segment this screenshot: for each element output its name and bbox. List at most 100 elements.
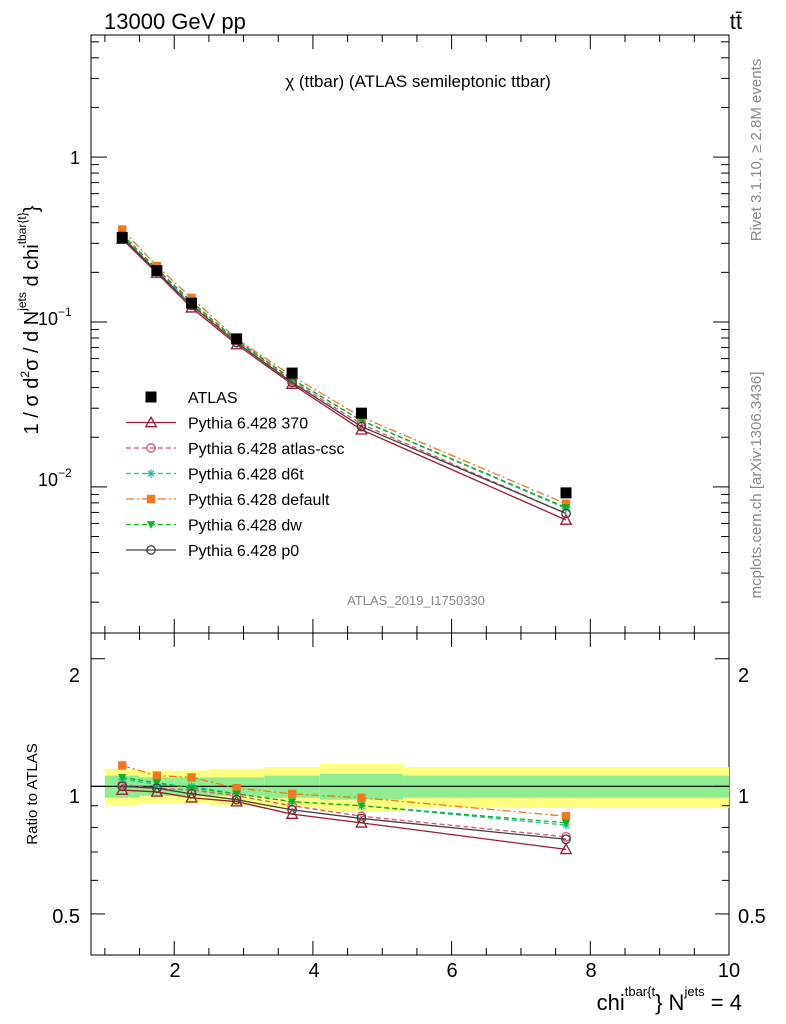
data-point-atlas bbox=[151, 265, 163, 277]
svg-text:−1: −1 bbox=[58, 305, 72, 319]
xtick-label-10: 10 bbox=[718, 960, 740, 982]
svg-text:1 / σ d2σ / d Njets d chitbar{: 1 / σ d2σ / d Njets d chitbar{t}} bbox=[15, 205, 43, 434]
plot-title: χ (ttbar) (ATLAS semileptonic ttbar) bbox=[285, 72, 551, 91]
ratio-point-pythia-6-428-default bbox=[287, 789, 297, 799]
ratio-point-pythia-6-428-default bbox=[561, 812, 571, 821]
svg-text:−2: −2 bbox=[58, 466, 72, 480]
legend-marker bbox=[146, 443, 156, 453]
main-panel-frame bbox=[90, 34, 730, 634]
ratio-point-pythia-6-428-p0 bbox=[356, 813, 367, 824]
ratio-point-pythia-6-428-default bbox=[152, 771, 162, 780]
legend: ATLAS Pythia 6.428 370 Pythia 6.428 atlas-… bbox=[126, 390, 345, 560]
ratio-point-pythia-6-428-dw bbox=[152, 779, 162, 787]
site-label: mcplots.cern.ch [arXiv:1306.3436] bbox=[748, 372, 765, 599]
data-point-pythia-6-428-dw bbox=[357, 417, 366, 425]
ratio-point-pythia-6-428-p0 bbox=[152, 783, 162, 794]
ratio-ytick-left-1: 1 bbox=[69, 786, 80, 808]
legend-marker bbox=[146, 494, 156, 504]
xtick-label-8: 8 bbox=[585, 960, 596, 982]
main-ylabel: 1 / σ d2σ / d Njets d chitbar{t}} bbox=[15, 205, 43, 434]
legend-entry-pythia-6-428-default: Pythia 6.428 default bbox=[126, 492, 330, 509]
svg-text:10: 10 bbox=[38, 470, 58, 490]
legend-entry-pythia-6-428-d6t: Pythia 6.428 d6t bbox=[126, 467, 304, 484]
legend-marker bbox=[146, 545, 156, 555]
data-point-pythia-6-428-default bbox=[561, 499, 571, 508]
ratio-point-pythia-6-428-370 bbox=[559, 842, 573, 855]
ratio-axis-ticks bbox=[91, 633, 730, 956]
legend-marker bbox=[144, 415, 158, 428]
ratio-point-pythia-6-428-p0 bbox=[287, 805, 297, 815]
legend-label: Pythia 6.428 p0 bbox=[188, 543, 299, 560]
data-point-atlas bbox=[355, 407, 367, 419]
ratio-point-pythia-6-428-370 bbox=[230, 795, 243, 807]
ratio-point-pythia-6-428-dw bbox=[187, 784, 196, 793]
ratio-point-pythia-6-428-dw bbox=[357, 802, 366, 810]
legend-label: Pythia 6.428 dw bbox=[188, 518, 302, 535]
ytick-label-0p1: 10 −1 bbox=[38, 305, 72, 329]
xtick-label-6: 6 bbox=[446, 960, 457, 982]
ratio-ytick-left-2: 2 bbox=[69, 665, 80, 687]
rivet-label-group: Rivet 3.1.10, ≥ 2.8M events bbox=[748, 59, 765, 242]
energy-label: 13000 GeV pp bbox=[104, 9, 246, 34]
ratio-point-pythia-6-428-dw bbox=[118, 773, 127, 782]
ratio-point-pythia-6-428-p0 bbox=[561, 834, 571, 845]
xtick-label-2: 2 bbox=[169, 960, 180, 982]
legend-label: Pythia 6.428 d6t bbox=[188, 467, 304, 484]
main-axis-ticks bbox=[91, 35, 730, 633]
data-point-atlas bbox=[286, 367, 298, 379]
data-point-pythia-6-428-p0 bbox=[561, 508, 571, 519]
xaxis-label: chitbar{t} Njets = 4 bbox=[597, 984, 742, 1015]
data-point-pythia-6-428-p0 bbox=[356, 421, 367, 432]
analysis-id: ATLAS_2019_I1750330 bbox=[347, 593, 485, 608]
svg-text:chitbar{t} Njets = 4: chitbar{t} Njets = 4 bbox=[597, 984, 742, 1015]
ratio-data-layer bbox=[115, 761, 573, 855]
ratio-ytick-left-0p5: 0.5 bbox=[52, 906, 80, 928]
ratio-point-pythia-6-428-default bbox=[187, 773, 196, 782]
ratio-point-pythia-6-428-dw bbox=[232, 790, 241, 799]
ratio-point-pythia-6-428-atlas-csc bbox=[561, 831, 571, 842]
ratio-point-pythia-6-428-p0 bbox=[186, 788, 197, 799]
data-point-atlas bbox=[231, 333, 243, 345]
ratio-point-pythia-6-428-p0 bbox=[231, 794, 242, 805]
ratio-point-pythia-6-428-default bbox=[357, 793, 366, 802]
data-point-pythia-6-428-370 bbox=[355, 423, 368, 435]
legend-marker bbox=[146, 469, 156, 478]
data-point-atlas bbox=[116, 232, 128, 244]
ytick-label-0p01: 10 −2 bbox=[38, 466, 72, 490]
ratio-ytick-right-1: 1 bbox=[738, 786, 749, 808]
ytick-label-1: 1 bbox=[70, 148, 80, 168]
process-label: tt̄ bbox=[730, 9, 742, 34]
ratio-ylabel-group: Ratio to ATLAS bbox=[24, 743, 41, 844]
legend-marker bbox=[146, 521, 156, 529]
ratio-uncertainty-bands bbox=[91, 763, 729, 812]
legend-label: Pythia 6.428 atlas-csc bbox=[188, 441, 345, 458]
ratio-line-pythia-6-428-p0 bbox=[122, 785, 567, 840]
svg-text:10: 10 bbox=[38, 309, 58, 329]
ratio-point-pythia-6-428-default bbox=[118, 761, 127, 770]
series-line-pythia-6-428-default bbox=[121, 229, 567, 505]
xtick-label-4: 4 bbox=[308, 960, 319, 982]
ratio-point-pythia-6-428-p0 bbox=[117, 781, 128, 792]
data-point-pythia-6-428-370 bbox=[559, 513, 573, 525]
ratio-point-pythia-6-428-default bbox=[232, 783, 241, 793]
legend-entry-pythia-6-428-370: Pythia 6.428 370 bbox=[126, 416, 308, 433]
legend-marker bbox=[145, 391, 157, 403]
legend-entry-pythia-6-428-dw: Pythia 6.428 dw bbox=[126, 518, 302, 535]
site-label-group: mcplots.cern.ch [arXiv:1306.3436] bbox=[748, 372, 765, 599]
ratio-point-pythia-6-428-dw bbox=[561, 819, 571, 828]
main-data-layer bbox=[115, 225, 573, 525]
data-point-atlas bbox=[186, 297, 198, 309]
data-point-pythia-6-428-dw bbox=[561, 504, 571, 512]
legend-entry-atlas: ATLAS bbox=[145, 390, 238, 407]
ratio-ylabel: Ratio to ATLAS bbox=[24, 743, 41, 844]
data-point-atlas bbox=[560, 487, 572, 499]
ratio-ytick-right-0p5: 0.5 bbox=[738, 906, 766, 928]
data-point-pythia-6-428-default bbox=[118, 225, 127, 234]
legend-entry-pythia-6-428-p0: Pythia 6.428 p0 bbox=[126, 543, 299, 560]
legend-label: Pythia 6.428 default bbox=[188, 492, 330, 509]
legend-label: ATLAS bbox=[188, 390, 238, 407]
legend-entry-pythia-6-428-atlas-csc: Pythia 6.428 atlas-csc bbox=[126, 441, 345, 458]
ratio-ytick-right-2: 2 bbox=[738, 665, 749, 687]
rivet-label: Rivet 3.1.10, ≥ 2.8M events bbox=[748, 59, 765, 242]
